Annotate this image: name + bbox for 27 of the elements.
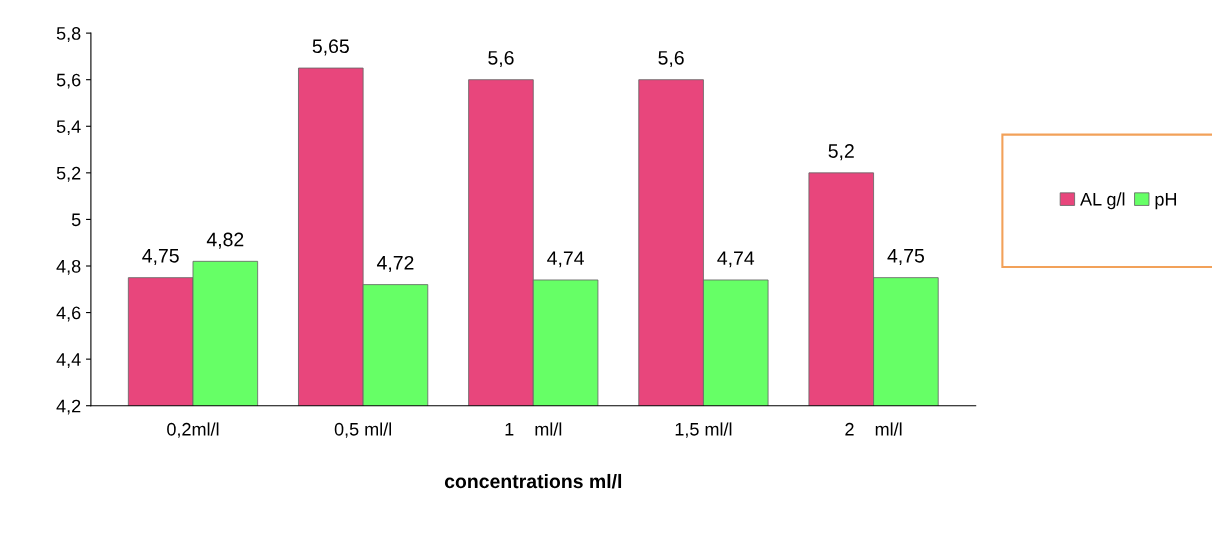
y-tick-label: 5,4 (56, 120, 81, 136)
legend-label: pH (1155, 193, 1177, 210)
y-tick-label: 4,4 (56, 353, 81, 368)
data-label: 4,74 (547, 251, 584, 268)
y-tick-label: 5,6 (56, 73, 81, 89)
data-label: 4,82 (206, 232, 244, 249)
x-tick-label: 0,2ml/l (167, 422, 219, 438)
data-label: 4,75 (142, 249, 179, 265)
x-tick-label: 1 ml/l (505, 422, 562, 436)
y-tick-label: 5 (71, 213, 81, 227)
data-label: 5,6 (658, 50, 684, 68)
x-axis-title: concentrations ml/l (444, 473, 622, 489)
data-label: 5,6 (488, 50, 514, 68)
data-label: 4,74 (717, 251, 755, 268)
data-label: 5,2 (828, 144, 854, 161)
data-label: 4,72 (376, 255, 414, 272)
y-tick-label: 4,6 (56, 306, 81, 322)
y-tick-label: 5,8 (56, 27, 81, 42)
x-tick-label: 1,5 ml/l (675, 422, 732, 438)
y-tick-label: 4,2 (56, 399, 81, 415)
x-tick-label: 2 ml/l (845, 422, 902, 436)
y-tick-label: 5,2 (56, 166, 81, 182)
y-tick-label: 4,8 (56, 259, 81, 275)
data-label: 4,75 (887, 249, 925, 265)
x-tick-label: 0,5 ml/l (334, 422, 392, 438)
data-label: 5,65 (312, 39, 349, 56)
legend-label: AL g/l (1080, 192, 1125, 210)
